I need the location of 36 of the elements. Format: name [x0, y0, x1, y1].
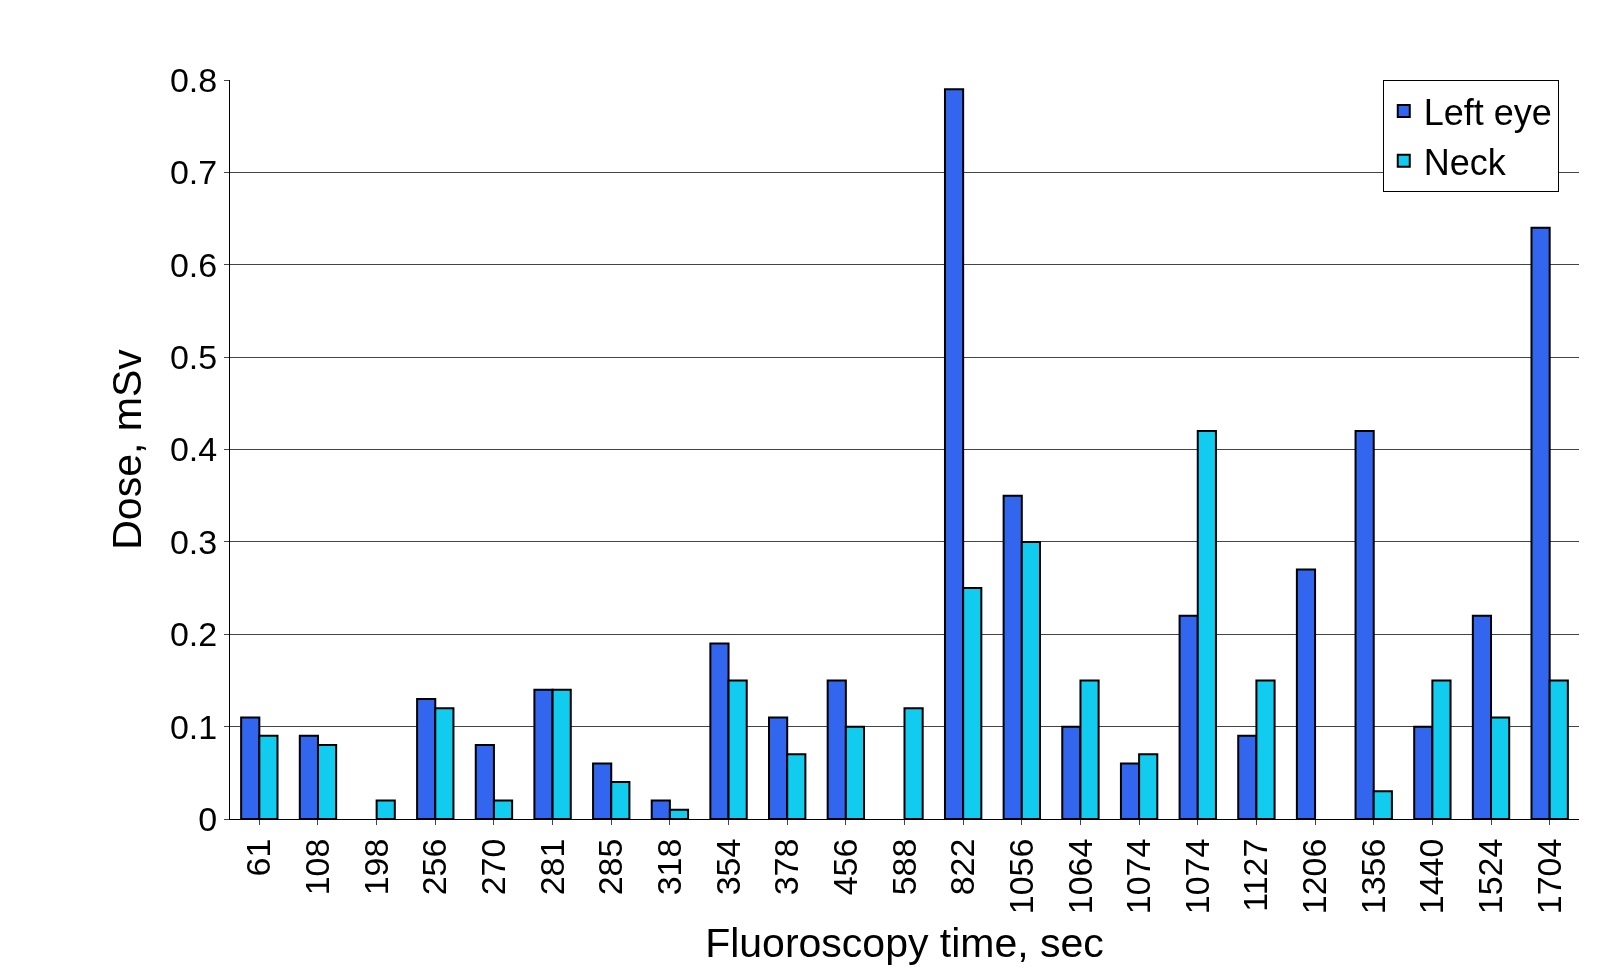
x-tick-label: 285	[591, 838, 630, 896]
y-tick-label: 0.4	[169, 430, 218, 469]
x-tick-label: 256	[415, 838, 454, 896]
x-tick-label: 270	[473, 838, 512, 896]
y-tick-label: 0.3	[169, 522, 218, 561]
y-tick-label: 0.7	[169, 153, 218, 192]
x-tick-label: 378	[767, 838, 806, 896]
y-axis-title: Dose, mSv	[104, 348, 151, 550]
x-axis-title: Fluoroscopy time, sec	[705, 920, 1104, 967]
x-tick-label: 822	[943, 838, 982, 896]
x-tick-label: 1056	[1001, 838, 1040, 915]
x-tick-label: 1524	[1471, 838, 1510, 915]
x-tick-label: 354	[708, 838, 747, 896]
x-tick-label: 61	[239, 838, 278, 877]
y-tick-label: 0	[198, 799, 218, 838]
x-tick-label: 1064	[1060, 838, 1099, 915]
y-tick-label: 0.8	[169, 60, 218, 99]
legend-label: Left eye	[1423, 91, 1552, 133]
x-tick-label: 318	[649, 838, 688, 896]
y-tick-label: 0.2	[169, 615, 218, 654]
x-tick-label: 108	[298, 838, 337, 896]
x-tick-label: 281	[532, 838, 571, 896]
y-tick-label: 0.1	[169, 707, 218, 746]
x-tick-label: 1074	[1119, 838, 1158, 915]
x-tick-label: 588	[884, 838, 923, 896]
y-tick-label: 0.5	[169, 338, 218, 377]
legend-label: Neck	[1423, 141, 1507, 183]
x-tick-label: 1127	[1236, 838, 1275, 912]
x-tick-label: 1356	[1353, 838, 1392, 915]
x-tick-label: 1440	[1412, 838, 1451, 915]
x-tick-label: 1206	[1295, 838, 1334, 915]
x-tick-label: 1074	[1177, 838, 1216, 915]
x-tick-label: 1704	[1529, 838, 1568, 915]
x-tick-label: 456	[825, 838, 864, 896]
x-tick-label: 198	[356, 838, 395, 896]
y-tick-label: 0.6	[169, 245, 218, 284]
